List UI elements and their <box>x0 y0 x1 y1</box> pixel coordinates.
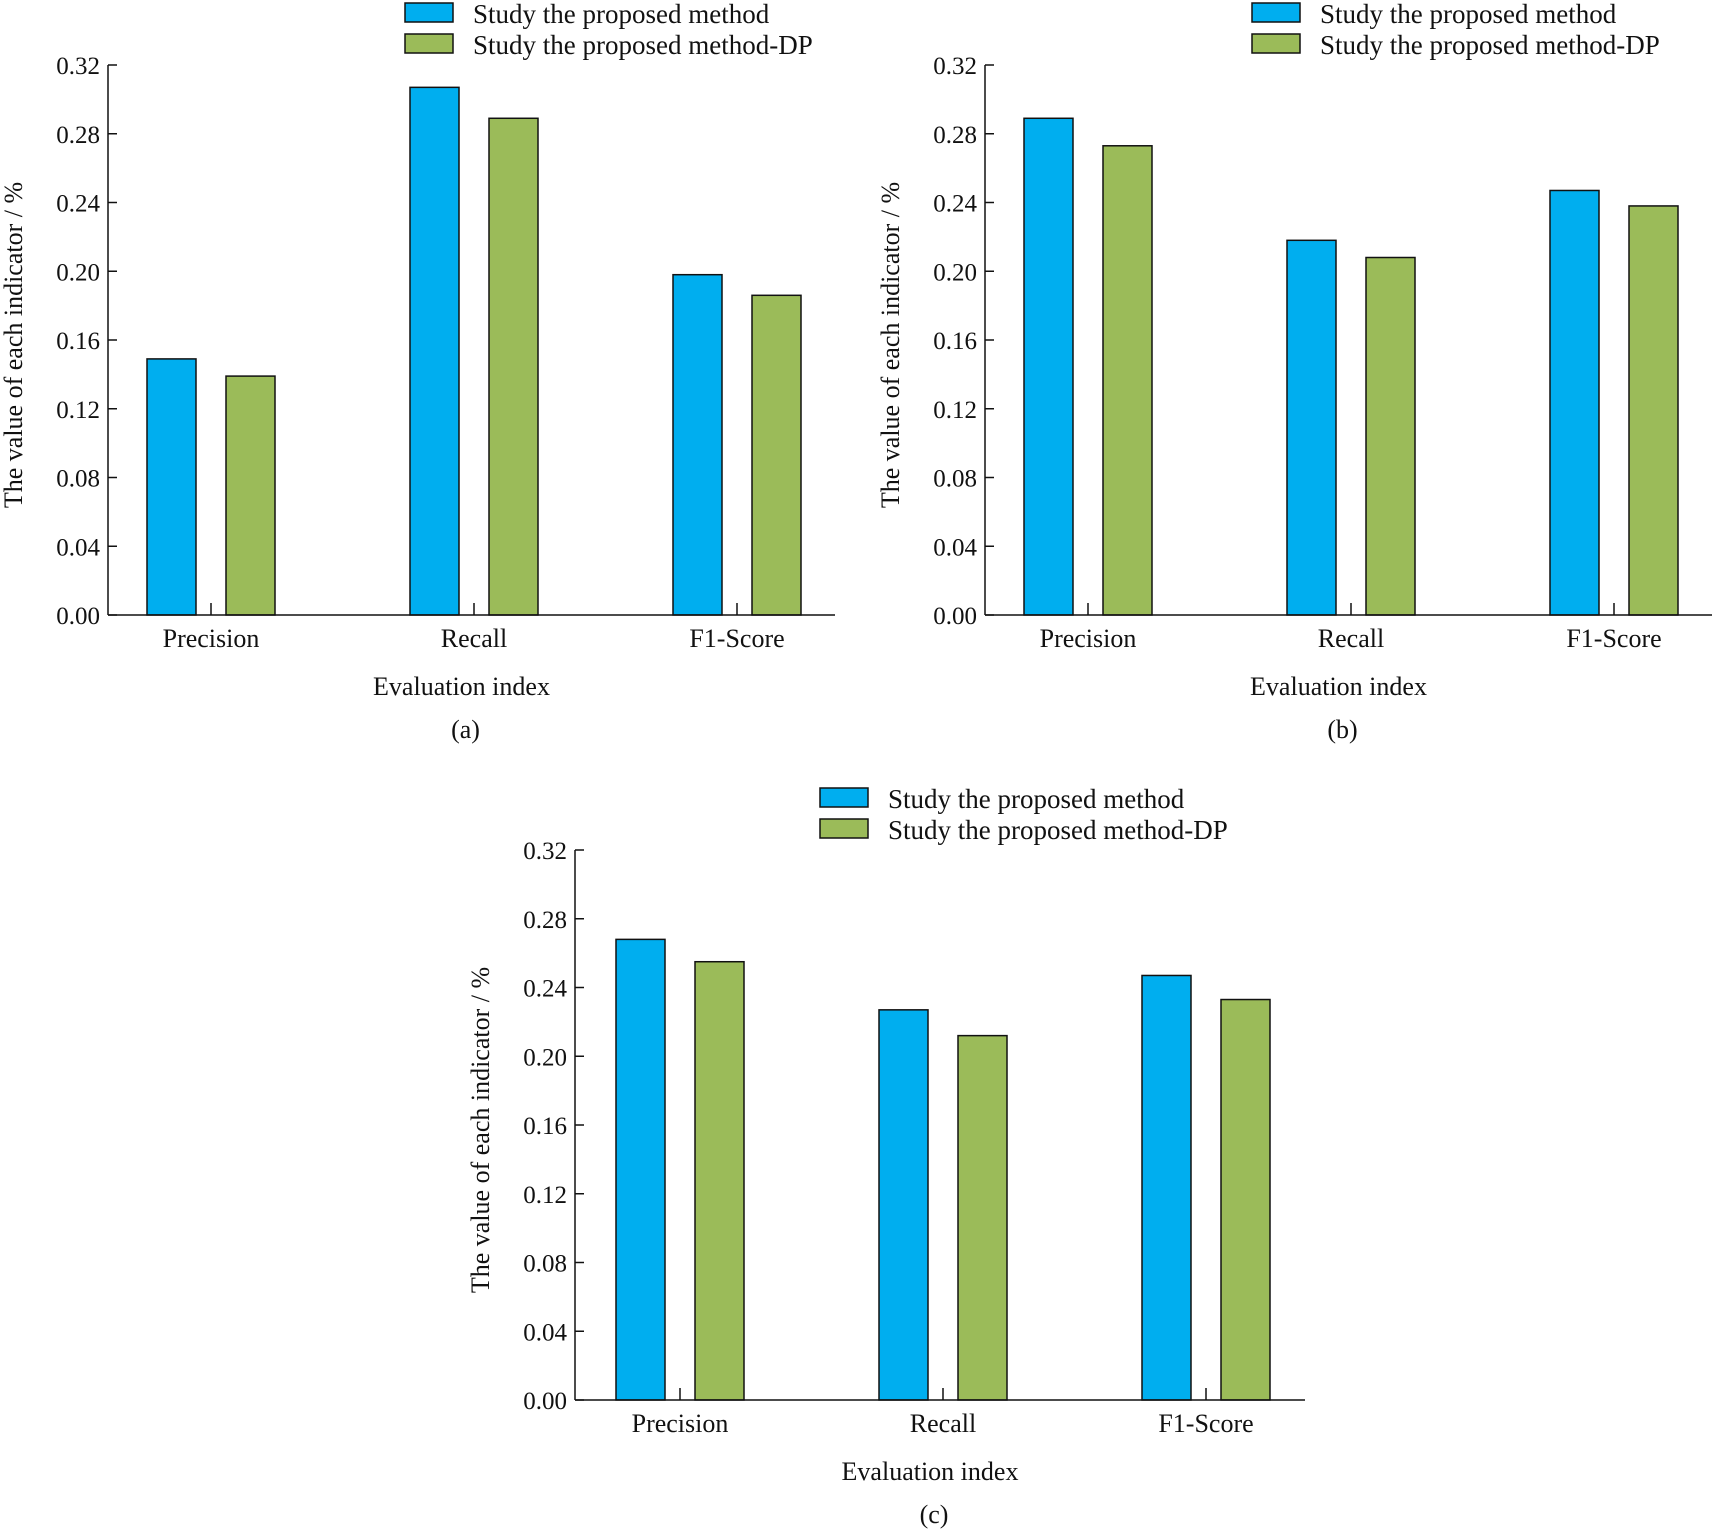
panel-label: (b) <box>1327 715 1357 744</box>
y-tick-label: 0.16 <box>56 328 100 355</box>
y-tick-label: 0.04 <box>523 1319 567 1346</box>
x-tick-label: Precision <box>1040 624 1137 653</box>
bar-method-precision <box>146 358 197 616</box>
bar-method-dp-recall <box>1365 256 1416 616</box>
y-tick-label: 0.16 <box>523 1113 567 1140</box>
x-tick-label: F1-Score <box>689 624 784 653</box>
y-tick-label: 0.20 <box>523 1044 567 1071</box>
legend-swatch-method <box>819 787 869 808</box>
y-tick-label: 0.28 <box>56 122 100 149</box>
y-tick-label: 0.00 <box>523 1388 567 1415</box>
bar-method-dp-precision <box>1102 145 1153 616</box>
legend-label-method: Study the proposed method <box>1320 0 1617 29</box>
y-tick-label: 0.04 <box>56 534 100 561</box>
y-tick-label: 0.28 <box>523 907 567 934</box>
y-tick-label: 0.32 <box>933 53 977 80</box>
legend-swatch-method-dp <box>404 33 454 54</box>
y-tick-label: 0.08 <box>56 466 100 493</box>
x-tick-label: Precision <box>632 1409 729 1438</box>
y-tick-label: 0.24 <box>56 191 100 218</box>
bar-method-dp-f1-score <box>751 294 802 616</box>
bar-method-f1-score <box>1141 974 1192 1401</box>
y-tick-label: 0.32 <box>523 838 567 865</box>
bar-method-dp-f1-score <box>1220 998 1271 1401</box>
x-tick-label: Recall <box>1318 624 1384 653</box>
legend-swatch-method <box>1251 2 1301 23</box>
y-tick-label: 0.08 <box>933 466 977 493</box>
y-axis-label: The value of each indicator / % <box>466 967 495 1293</box>
legend-label-method: Study the proposed method <box>888 784 1185 814</box>
bar-method-recall <box>878 1009 929 1401</box>
y-tick-label: 0.20 <box>56 259 100 286</box>
y-tick-label: 0.24 <box>933 191 977 218</box>
y-tick-label: 0.04 <box>933 534 977 561</box>
y-tick-label: 0.12 <box>56 397 100 424</box>
y-axis-label: The value of each indicator / % <box>0 182 28 508</box>
y-tick-label: 0.12 <box>933 397 977 424</box>
panel-label: (a) <box>451 715 480 744</box>
bar-method-precision <box>615 938 666 1401</box>
x-axis-label: Evaluation index <box>373 672 550 701</box>
y-tick-label: 0.12 <box>523 1182 567 1209</box>
bar-method-f1-score <box>672 273 723 616</box>
x-tick-label: Precision <box>163 624 260 653</box>
legend-swatch-method <box>404 2 454 23</box>
x-tick-label: F1-Score <box>1566 624 1661 653</box>
chart-panel-2: 0.00 0.04 0.08 0.12 0.16 0.20 0.24 0.28 0.32 Prec… <box>876 0 1712 744</box>
y-tick-label: 0.16 <box>933 328 977 355</box>
x-tick-label: F1-Score <box>1158 1409 1253 1438</box>
y-tick-label: 0.24 <box>523 976 567 1003</box>
bar-method-recall <box>1286 239 1337 616</box>
legend-label-method-dp: Study the proposed method-DP <box>473 30 813 60</box>
chart-panel-3: 0.00 0.04 0.08 0.12 0.16 0.20 0.24 0.28 0.32 Prec… <box>466 784 1305 1529</box>
bar-method-dp-precision <box>225 375 276 616</box>
legend-label-method-dp: Study the proposed method-DP <box>888 815 1228 845</box>
x-axis-label: Evaluation index <box>842 1457 1019 1486</box>
y-tick-label: 0.08 <box>523 1251 567 1278</box>
x-axis-label: Evaluation index <box>1250 672 1427 701</box>
y-axis-label: The value of each indicator / % <box>876 182 905 508</box>
panel-label: (c) <box>920 1500 949 1529</box>
y-tick-label: 0.20 <box>933 259 977 286</box>
legend-label-method: Study the proposed method <box>473 0 770 29</box>
y-tick-label: 0.00 <box>56 603 100 630</box>
x-tick-label: Recall <box>441 624 507 653</box>
y-tick-label: 0.28 <box>933 122 977 149</box>
bar-method-dp-precision <box>694 960 745 1401</box>
chart-panel-1: 0.00 0.04 0.08 0.12 0.16 0.20 0.24 0.28 0.32 Prec… <box>0 0 835 744</box>
legend-swatch-method-dp <box>1251 33 1301 54</box>
bar-method-dp-recall <box>957 1034 1008 1401</box>
bar-method-recall <box>409 86 460 616</box>
y-tick-label: 0.32 <box>56 53 100 80</box>
y-tick-label: 0.00 <box>933 603 977 630</box>
legend-swatch-method-dp <box>819 818 869 839</box>
bar-method-dp-recall <box>488 117 539 616</box>
bar-method-f1-score <box>1549 189 1600 616</box>
bar-method-precision <box>1023 117 1074 616</box>
x-tick-label: Recall <box>910 1409 976 1438</box>
bar-method-dp-f1-score <box>1628 205 1679 616</box>
legend-label-method-dp: Study the proposed method-DP <box>1320 30 1660 60</box>
